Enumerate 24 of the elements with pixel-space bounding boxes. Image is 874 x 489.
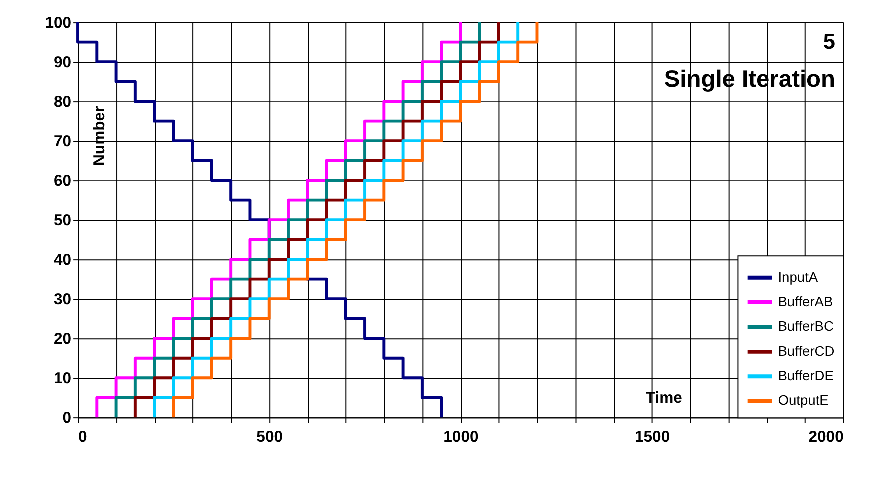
y-tick-label: 10 — [54, 370, 72, 388]
legend-label: InputA — [778, 268, 819, 285]
legend-label: BufferCD — [778, 342, 835, 359]
y-tick-label: 60 — [54, 173, 72, 190]
y-tick-label: 30 — [54, 292, 72, 309]
y-tick-label: 0 — [62, 410, 72, 428]
annotation: 5 — [823, 29, 836, 54]
y-tick-label: 70 — [54, 134, 72, 150]
legend-label: BufferDE — [778, 368, 834, 384]
y-tick-label: 80 — [54, 94, 72, 111]
y-tick-label: 40 — [54, 252, 72, 270]
legend-label: BufferAB — [778, 293, 834, 310]
x-tick-label: 1000 — [444, 428, 479, 446]
x-tick-label: 1500 — [634, 428, 670, 446]
legend-label: BufferBC — [778, 318, 834, 334]
x-tick-label: 0 — [78, 428, 88, 446]
x-tick-label: 500 — [256, 428, 284, 446]
y-tick-label: 20 — [54, 331, 72, 348]
y-tick-label: 100 — [45, 14, 72, 32]
x-tick-label: 2000 — [808, 428, 844, 446]
y-tick-label: 90 — [54, 54, 72, 72]
y-axis-title: Number — [92, 106, 109, 166]
legend-label: OutputE — [778, 392, 829, 408]
y-tick-label: 50 — [54, 212, 72, 230]
